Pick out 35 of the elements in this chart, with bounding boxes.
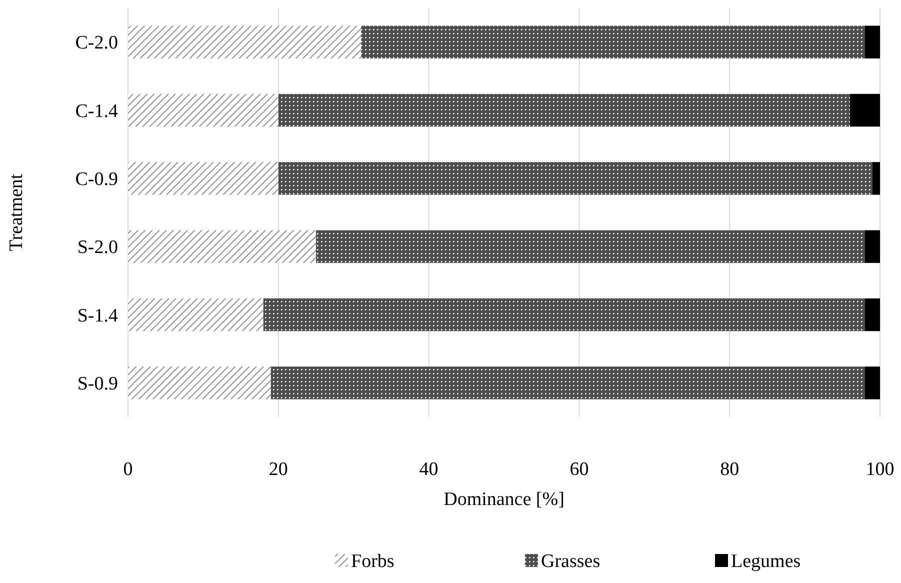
y-tick-label: S-1.4	[77, 305, 118, 326]
y-axis-title: Treatment	[6, 173, 27, 252]
x-tick-label: 20	[268, 459, 288, 480]
bar	[128, 366, 271, 400]
bar	[263, 298, 865, 332]
legend-label: Grasses	[541, 551, 600, 572]
bar	[270, 366, 865, 400]
y-tick-label: C-1.4	[75, 100, 118, 122]
bar	[128, 298, 264, 332]
x-tick-label: 80	[720, 459, 740, 480]
bar	[278, 162, 872, 195]
y-tick-label: S-2.0	[77, 237, 118, 258]
bar	[864, 26, 880, 58]
bar	[316, 230, 865, 263]
bar	[872, 162, 880, 195]
bar	[278, 94, 850, 127]
bar	[864, 298, 880, 332]
bar	[864, 366, 880, 400]
bar	[128, 94, 278, 127]
y-tick-label: C-0.9	[75, 169, 118, 190]
y-tick-label: C-2.0	[75, 32, 118, 54]
bar	[850, 94, 880, 127]
x-tick-label: 60	[570, 459, 589, 480]
bar	[128, 162, 278, 195]
legend-label: Forbs	[351, 551, 394, 572]
bar	[128, 230, 316, 263]
x-axis-title: Dominance [%]	[444, 489, 564, 510]
bar	[864, 230, 880, 263]
bar	[361, 26, 865, 58]
x-tick-label: 100	[866, 459, 894, 480]
y-tick-label: S-0.9	[77, 374, 118, 395]
legend-label: Legumes	[731, 551, 801, 572]
x-tick-label: 40	[419, 459, 438, 480]
x-tick-label: 0	[123, 459, 133, 480]
bar	[128, 26, 362, 58]
